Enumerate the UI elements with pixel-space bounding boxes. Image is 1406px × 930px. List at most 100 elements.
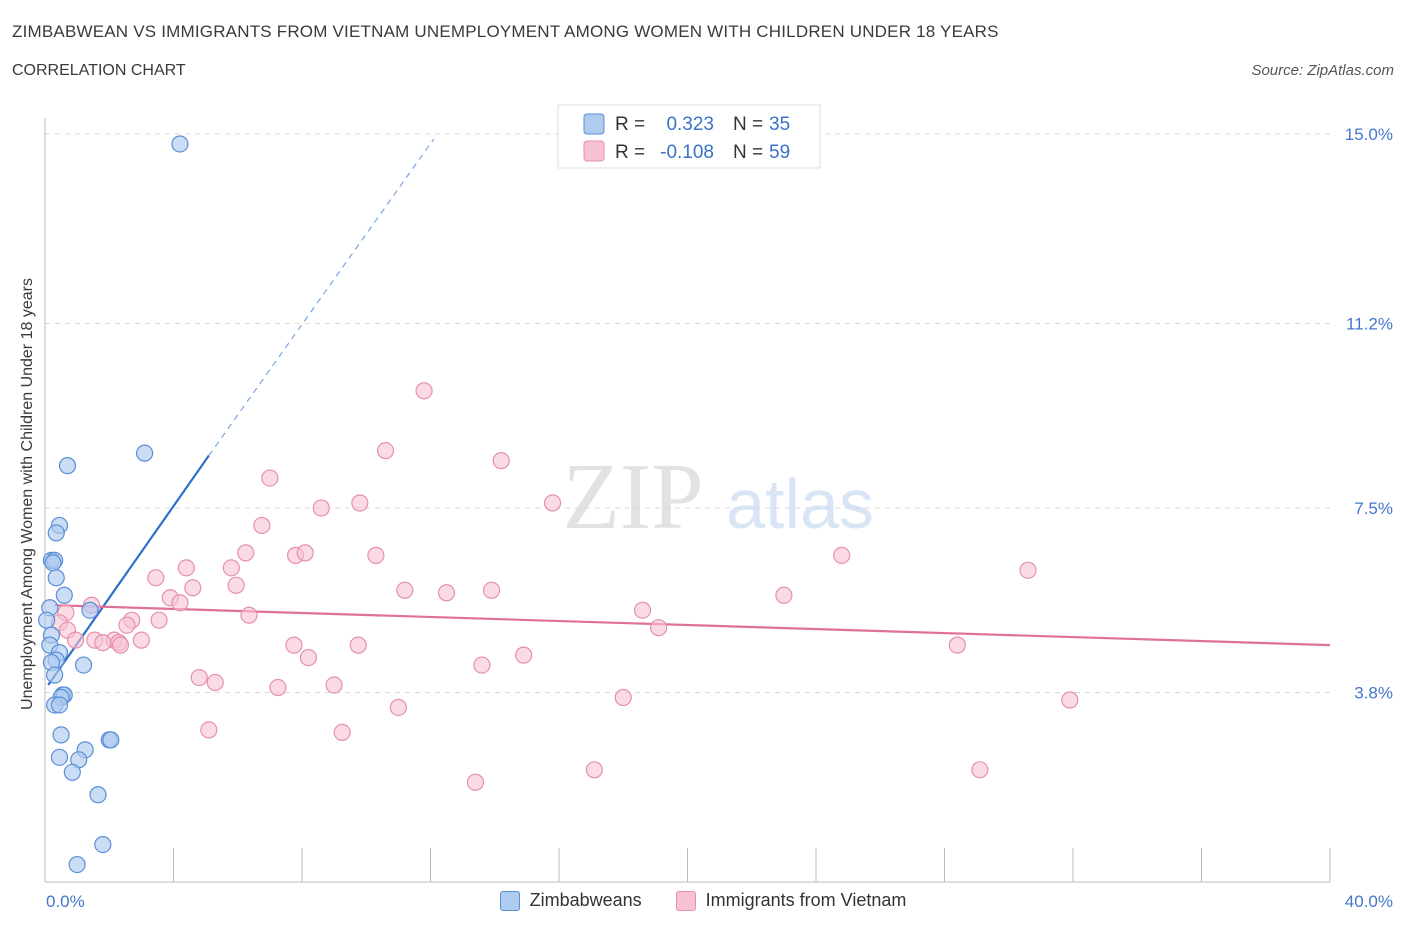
data-point-vietnam [633, 601, 652, 619]
data-point-zimbabweans [50, 748, 69, 766]
legend-swatch-pink [583, 140, 605, 162]
series-zimbabweans-points [38, 135, 189, 874]
data-point-vietnam [200, 721, 218, 739]
data-point-vietnam [351, 494, 369, 512]
legend-n-value-pink: 59 [769, 142, 790, 163]
stats-legend: R = 0.323 N = 35 R = -0.108 N = 59 [557, 104, 821, 169]
watermark-zip: ZIP [563, 445, 704, 549]
legend-swatch-blue [583, 113, 605, 135]
data-point-vietnam [94, 634, 112, 652]
legend-label-zimbabweans: Zimbabweans [529, 890, 642, 910]
legend-item-vietnam: Immigrants from Vietnam [675, 890, 906, 911]
data-point-vietnam [240, 606, 258, 624]
data-point-vietnam [132, 631, 150, 649]
data-point-zimbabweans [50, 696, 69, 714]
y-tick-labels: 3.8% 7.5% 11.2% 15.0% [1345, 125, 1393, 703]
data-point-vietnam [515, 646, 533, 664]
data-point-vietnam [466, 773, 485, 791]
data-point-vietnam [325, 676, 343, 694]
y-tick-label: 7.5% [1354, 499, 1393, 518]
data-point-vietnam [190, 668, 208, 687]
data-point-vietnam [269, 678, 287, 697]
data-point-zimbabweans [47, 524, 65, 542]
data-point-vietnam [389, 698, 407, 717]
y-tick-label: 11.2% [1346, 314, 1393, 333]
data-point-zimbabweans [47, 569, 65, 587]
data-point-zimbabweans [102, 731, 120, 749]
data-point-zimbabweans [171, 135, 189, 153]
series-legend: Zimbabweans Immigrants from Vietnam [0, 890, 1406, 911]
watermark-atlas: atlas [726, 465, 874, 543]
data-point-vietnam [415, 382, 433, 400]
trend-line-vietnam [54, 604, 1331, 647]
data-point-zimbabweans [74, 656, 93, 674]
data-point-zimbabweans [58, 457, 77, 475]
data-point-vietnam [349, 636, 367, 654]
trend-lines [47, 138, 1331, 686]
data-point-vietnam [261, 469, 279, 487]
chart-title: ZIMBABWEAN VS IMMIGRANTS FROM VIETNAM UN… [12, 22, 999, 41]
watermark: ZIP atlas [563, 445, 874, 549]
data-point-zimbabweans [135, 444, 154, 462]
y-tick-label: 3.8% [1354, 684, 1393, 703]
data-point-vietnam [296, 544, 314, 562]
legend-swatch-zimbabweans [499, 890, 520, 911]
x-tick-label: 0.0% [46, 892, 85, 911]
data-point-vietnam [227, 576, 245, 594]
data-point-vietnam [367, 546, 385, 564]
data-point-vietnam [614, 688, 632, 707]
data-point-zimbabweans [94, 835, 112, 854]
data-point-vietnam [649, 619, 668, 637]
data-point-vietnam [66, 631, 85, 649]
data-point-vietnam [1019, 561, 1037, 579]
data-point-vietnam [376, 442, 395, 460]
legend-r-label-pink: R = [615, 142, 645, 163]
data-point-vietnam [396, 581, 414, 599]
data-point-vietnam [237, 544, 255, 562]
data-point-zimbabweans [52, 726, 70, 744]
legend-n-value-blue: 35 [769, 114, 790, 135]
data-point-vietnam [177, 559, 195, 577]
data-point-zimbabweans [63, 763, 81, 781]
data-point-zimbabweans [81, 601, 99, 619]
legend-n-label-blue: N = [733, 114, 763, 135]
data-point-zimbabweans [44, 554, 62, 572]
data-point-vietnam [111, 636, 130, 654]
data-point-vietnam [333, 723, 351, 742]
data-point-vietnam [299, 648, 318, 667]
legend-item-zimbabweans: Zimbabweans [499, 890, 642, 911]
legend-swatch-vietnam [675, 890, 696, 911]
data-point-vietnam [948, 636, 966, 654]
data-point-zimbabweans [89, 786, 107, 804]
data-point-vietnam [437, 584, 456, 602]
axes [44, 118, 1331, 883]
data-point-zimbabweans [38, 611, 56, 629]
x-tick-labels: 0.0% 40.0% [46, 892, 1393, 911]
data-point-vietnam [150, 611, 168, 629]
data-point-vietnam [1061, 691, 1079, 709]
data-point-vietnam [585, 761, 603, 779]
x-tick-label: 40.0% [1345, 892, 1393, 911]
data-point-zimbabweans [68, 855, 86, 874]
chart-subtitle: CORRELATION CHART [12, 62, 186, 79]
data-point-vietnam [206, 673, 224, 692]
legend-r-value-blue: 0.323 [666, 114, 714, 135]
data-point-vietnam [543, 494, 562, 512]
data-point-vietnam [482, 581, 501, 599]
data-point-vietnam [253, 516, 271, 535]
data-point-vietnam [171, 594, 189, 612]
trend-line-zimbabweans-extension [208, 138, 435, 456]
series-vietnam-points [50, 382, 1079, 791]
data-point-vietnam [222, 559, 240, 577]
data-point-zimbabweans [55, 586, 73, 604]
data-point-vietnam [312, 499, 330, 517]
source-attribution: Source: ZipAtlas.com [1251, 62, 1394, 79]
legend-n-label-pink: N = [733, 142, 763, 163]
data-point-vietnam [833, 546, 851, 564]
data-point-zimbabweans [46, 666, 64, 684]
gridlines [45, 133, 1330, 694]
legend-r-value-pink: -0.108 [660, 142, 714, 163]
data-point-vietnam [118, 616, 136, 634]
data-point-vietnam [971, 761, 989, 779]
